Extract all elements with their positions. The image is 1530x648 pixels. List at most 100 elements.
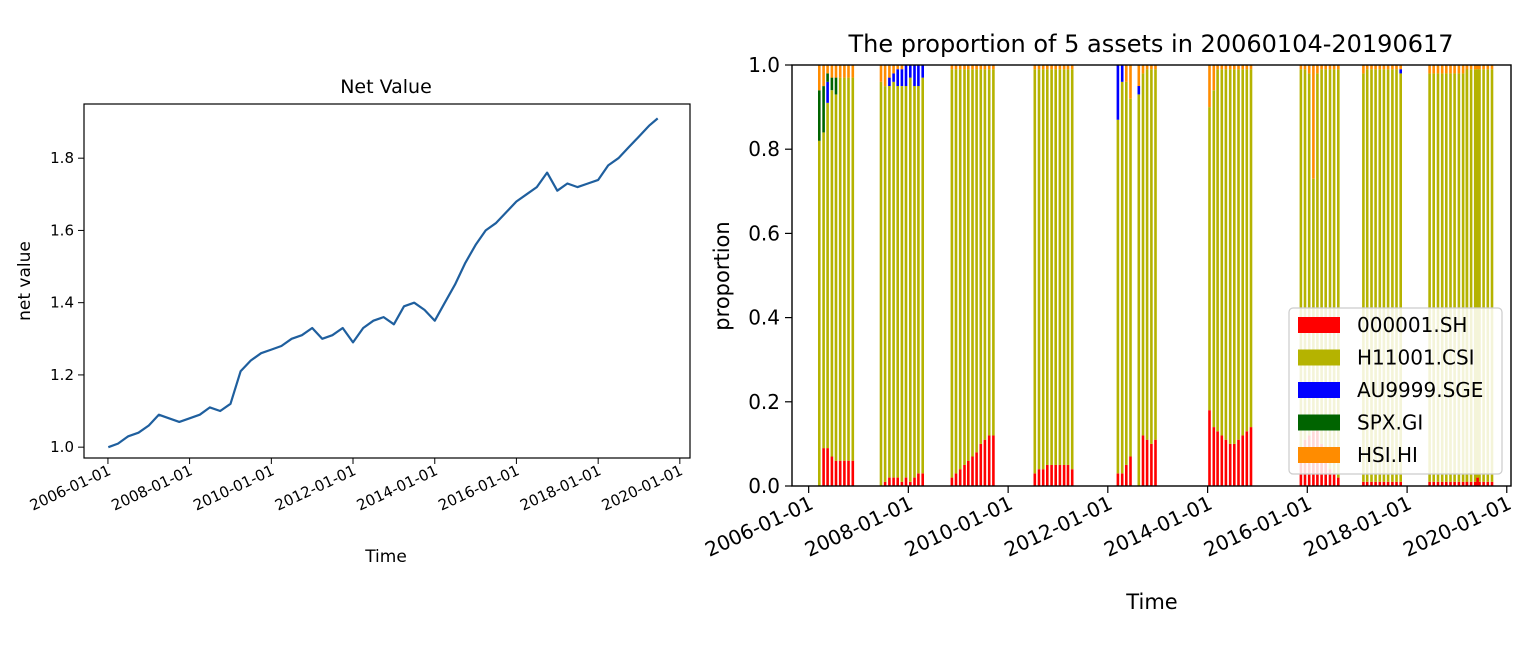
bar-segment-H11001.CSI xyxy=(950,69,954,478)
bar-segment-000001.SH xyxy=(1216,431,1219,487)
bar-segment-HSI.HI xyxy=(900,65,904,70)
bar-segment-000001.SH xyxy=(921,473,924,487)
bar-segment-HSI.HI xyxy=(1141,65,1145,74)
bar-segment-000001.SH xyxy=(888,477,891,487)
bar-segment-H11001.CSI xyxy=(904,86,908,478)
bar-segment-000001.SH xyxy=(1457,481,1461,487)
bar-segment-000001.SH xyxy=(987,435,991,487)
bar-segment-000001.SH xyxy=(1449,481,1452,487)
bar-segment-HSI.HI xyxy=(1245,65,1249,70)
x-tick-label: 2006-01-01 xyxy=(27,461,114,514)
bar-segment-HSI.HI xyxy=(1054,65,1057,70)
bar-segment-HSI.HI xyxy=(1137,65,1141,87)
bar-segment-HSI.HI xyxy=(896,65,899,70)
bar-segment-HSI.HI xyxy=(954,65,958,70)
x-axis-ticks: 2006-01-012008-01-012010-01-012012-01-01… xyxy=(701,486,1515,562)
bar-segment-000001.SH xyxy=(892,477,895,487)
bar-segment-000001.SH xyxy=(1070,469,1074,487)
bar-segment-HSI.HI xyxy=(1453,65,1456,74)
axes-frame xyxy=(83,103,691,459)
bar-segment-H11001.CSI xyxy=(1445,73,1448,482)
bar-segment-H11001.CSI xyxy=(830,90,834,457)
bar-segment-H11001.CSI xyxy=(1362,73,1365,482)
bar-segment-HSI.HI xyxy=(967,65,970,70)
bar-segment-HSI.HI xyxy=(1445,65,1448,74)
bar-segment-HSI.HI xyxy=(1233,65,1236,70)
bar-segment-H11001.CSI xyxy=(1033,69,1037,474)
bar-segment-HSI.HI xyxy=(1150,65,1153,70)
bar-segment-H11001.CSI xyxy=(1473,69,1477,482)
bar-segment-H11001.CSI xyxy=(1461,73,1465,482)
x-tick-label: 2018-01-01 xyxy=(517,461,604,514)
bar-segment-H11001.CSI xyxy=(1382,69,1386,482)
legend: 000001.SH H11001.CSI AU9999.SGE SPX.GI HSI.H… xyxy=(1288,307,1503,475)
bar-segment-HSI.HI xyxy=(879,65,883,82)
bar-segment-H11001.CSI xyxy=(1337,69,1340,478)
bar-segment-H11001.CSI xyxy=(983,69,987,440)
bar-segment-000001.SH xyxy=(883,481,887,487)
bar-segment-HSI.HI xyxy=(1465,65,1469,70)
legend-label: HSI.HI xyxy=(1357,443,1418,467)
bar-segment-H11001.CSI xyxy=(1465,69,1469,482)
bar-segment-000001.SH xyxy=(1399,481,1402,487)
bar-segment-HSI.HI xyxy=(1399,65,1402,70)
bar-segment-HSI.HI xyxy=(843,65,846,78)
bar-segment-000001.SH xyxy=(1370,481,1373,487)
bar-segment-000001.SH xyxy=(1125,464,1128,486)
bar-segment-HSI.HI xyxy=(1154,65,1157,70)
bar-segment-AU9999.SGE xyxy=(892,73,895,82)
bar-segment-HSI.HI xyxy=(1307,65,1311,74)
bar-segment-000001.SH xyxy=(1374,481,1377,487)
y-tick-label: 1.4 xyxy=(50,294,74,312)
bar-segment-000001.SH xyxy=(1469,481,1473,487)
bar-segment-000001.SH xyxy=(967,460,970,486)
y-axis-ticks: 1.0 1.2 1.4 1.6 1.8 xyxy=(50,149,84,456)
bar-segment-HSI.HI xyxy=(987,65,991,70)
bar-segment-HSI.HI xyxy=(1440,65,1444,74)
bar-segment-000001.SH xyxy=(1490,481,1494,487)
bar-segment-HSI.HI xyxy=(1436,65,1440,74)
bar-segment-H11001.CSI xyxy=(1129,98,1132,457)
bar-segment-H11001.CSI xyxy=(888,86,891,478)
bar-segment-HSI.HI xyxy=(1332,65,1336,70)
bar-segment-000001.SH xyxy=(1337,477,1340,487)
bar-segment-HSI.HI xyxy=(888,65,891,78)
bar-segment-HSI.HI xyxy=(1457,65,1461,74)
bar-segment-HSI.HI xyxy=(1058,65,1062,70)
bar-segment-HSI.HI xyxy=(1362,65,1365,74)
bar-segment-000001.SH xyxy=(1037,469,1041,487)
bar-segment-000001.SH xyxy=(983,439,987,487)
bar-segment-000001.SH xyxy=(1150,443,1153,486)
y-tick-label: 1.8 xyxy=(50,149,74,167)
legend-swatch xyxy=(1298,349,1340,366)
bar-segment-HSI.HI xyxy=(1374,65,1377,70)
bar-segment-000001.SH xyxy=(913,477,916,487)
bar-segment-000001.SH xyxy=(958,469,962,487)
bar-segment-H11001.CSI xyxy=(883,86,887,482)
bar-segment-SPX.GI xyxy=(822,86,825,133)
bar-segment-HSI.HI xyxy=(950,65,954,70)
bar-segment-H11001.CSI xyxy=(1457,73,1461,482)
x-axis-label: Time xyxy=(364,547,407,567)
legend-label: 000001.SH xyxy=(1357,313,1467,337)
bar-segment-HSI.HI xyxy=(1482,65,1485,70)
bar-segment-HSI.HI xyxy=(1469,65,1473,70)
bar-segment-H11001.CSI xyxy=(1150,69,1153,444)
bar-segment-H11001.CSI xyxy=(1070,69,1074,470)
bar-segment-HSI.HI xyxy=(1320,65,1323,70)
bar-segment-000001.SH xyxy=(1046,464,1049,486)
bar-segment-HSI.HI xyxy=(883,65,887,87)
bar-segment-H11001.CSI xyxy=(1453,73,1456,482)
chart-title: The proportion of 5 assets in 20060104-2… xyxy=(847,30,1453,58)
bar-segment-HSI.HI xyxy=(1224,65,1228,70)
bar-segment-000001.SH xyxy=(1382,481,1386,487)
bar-segment-000001.SH xyxy=(1249,427,1253,487)
bar-segment-AU9999.SGE xyxy=(1137,86,1141,95)
bar-segment-HSI.HI xyxy=(979,65,983,70)
bar-segment-H11001.CSI xyxy=(963,69,966,465)
bar-segment-HSI.HI xyxy=(1476,65,1479,70)
bar-segment-HSI.HI xyxy=(834,65,838,78)
bar-segment-000001.SH xyxy=(1428,481,1431,487)
bar-segment-H11001.CSI xyxy=(1328,69,1332,470)
bar-segment-H11001.CSI xyxy=(975,69,978,453)
